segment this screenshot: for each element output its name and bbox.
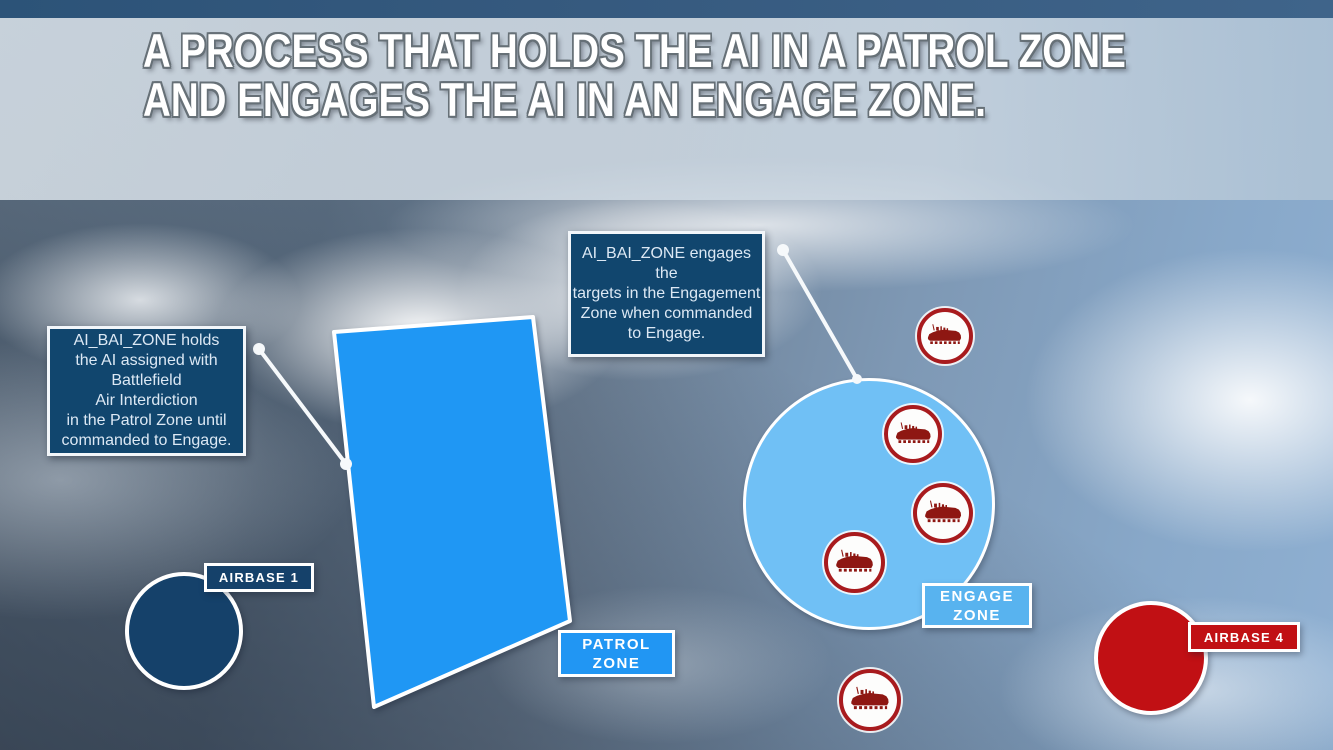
tank-icon <box>922 495 965 531</box>
sky-top-strip <box>0 0 1333 18</box>
patrol-zone-label: PATROL ZONE <box>558 630 675 677</box>
title-banner <box>0 18 1333 200</box>
airbase-1-label: AIRBASE 1 <box>204 563 314 592</box>
connector-line-engage <box>781 249 859 380</box>
patrol-zone-shape <box>332 315 572 709</box>
airbase-4-circle <box>1094 601 1208 715</box>
callout-patrol-hold: AI_BAI_ZONE holds the AI assigned with B… <box>47 326 246 456</box>
connector-line-patrol <box>257 347 348 466</box>
tank-icon <box>893 417 934 452</box>
target-marker <box>884 405 942 463</box>
airbase-1-label-text: AIRBASE 1 <box>218 570 300 585</box>
target-marker <box>913 483 973 543</box>
airbase-4-label-text: AIRBASE 4 <box>1203 629 1285 645</box>
target-marker <box>917 308 973 364</box>
callout-text: AI_BAI_ZONE engages the targets in the E… <box>572 245 761 342</box>
callout-engage-command: AI_BAI_ZONE engages the targets in the E… <box>568 231 765 357</box>
tank-icon <box>925 319 964 353</box>
airbase-1-circle <box>125 572 243 690</box>
engage-zone-label-text: ENGAGE ZONE <box>939 587 1014 624</box>
slide-title: A PROCESS THAT HOLDS THE AI IN A PATROL … <box>143 24 1136 126</box>
connector-dot <box>852 374 862 384</box>
connector-dot <box>253 343 265 355</box>
connector-dot <box>340 458 352 470</box>
airbase-4-label: AIRBASE 4 <box>1188 622 1300 652</box>
patrol-zone-label-text: PATROL ZONE <box>582 635 651 672</box>
target-marker <box>839 669 901 731</box>
target-marker <box>824 532 885 593</box>
connector-dot <box>777 244 789 256</box>
engage-zone-label: ENGAGE ZONE <box>922 583 1032 628</box>
tank-icon <box>848 681 892 719</box>
tank-icon <box>833 544 876 581</box>
callout-text: AI_BAI_ZONE holds the AI assigned with B… <box>61 332 232 449</box>
